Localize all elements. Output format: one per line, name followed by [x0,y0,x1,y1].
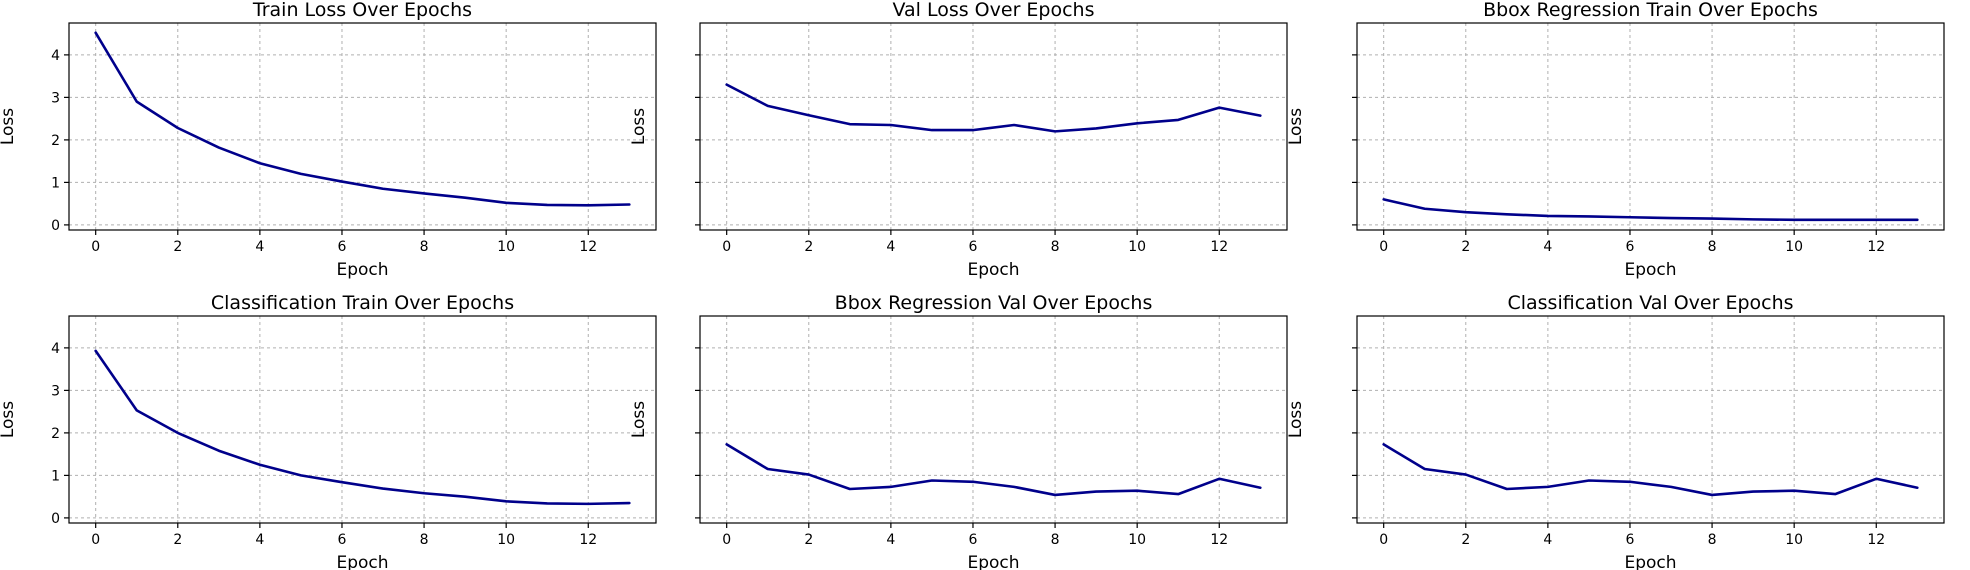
x-tick-label: 2 [1461,532,1470,548]
x-tick-label: 10 [497,239,515,255]
plot-frame [68,22,657,231]
chart-title: Classification Train Over Epochs [211,292,514,314]
y-tick-label: 2 [51,426,60,442]
x-tick-label: 4 [1543,239,1552,255]
y-tick-label: 3 [51,90,60,106]
x-tick-label: 8 [420,532,429,548]
x-tick-label: 0 [722,532,731,548]
x-tick-label: 0 [722,239,731,255]
x-tick-label: 12 [1867,532,1885,548]
x-tick-label: 12 [1867,239,1885,255]
x-tick-label: 10 [1128,239,1146,255]
y-axis-label: Loss [1286,401,1306,438]
x-tick-label: 6 [1626,239,1635,255]
x-tick-label: 10 [1785,532,1803,548]
chart-panel: 0 2 4 6 8 10 12 Bbox Regression Train Over Epoc… [1286,0,1945,280]
chart-title: Classification Val Over Epochs [1507,292,1793,314]
plot-frame [68,315,657,524]
x-tick-label: 4 [255,239,264,255]
x-tick-label: 12 [579,532,597,548]
y-tick-label: 4 [51,341,60,357]
grid-lines [700,316,1287,523]
loss-series-line [94,31,631,207]
grid-lines [700,23,1287,230]
x-axis-label: Epoch [1624,553,1676,570]
grid-lines [1357,23,1944,230]
chart-title: Val Loss Over Epochs [892,0,1094,21]
grid-lines [69,316,656,523]
x-tick-label: 10 [1128,532,1146,548]
plot-frame [1356,315,1945,524]
y-tick-label: 2 [51,133,60,149]
x-tick-label: 2 [1461,239,1470,255]
x-tick-label: 2 [804,532,813,548]
x-tick-label: 12 [1210,532,1228,548]
y-tick-label: 0 [51,511,60,527]
x-axis-label: Epoch [967,553,1019,570]
y-tick-label: 4 [51,48,60,64]
y-tick-label: 1 [51,175,60,191]
x-tick-label: 12 [579,239,597,255]
x-tick-label: 6 [969,532,978,548]
x-tick-label: 12 [1210,239,1228,255]
loss-series-line [725,83,1262,133]
x-axis-label: Epoch [1624,260,1676,280]
x-tick-label: 4 [886,239,895,255]
x-axis-label: Epoch [336,553,388,570]
loss-series-line [1382,443,1919,497]
y-axis-label: Loss [1286,108,1306,145]
x-tick-label: 8 [1708,532,1717,548]
y-tick-label: 0 [51,218,60,234]
x-tick-label: 4 [1543,532,1552,548]
chart-panel: 0 2 4 6 8 10 12 Classification Val Over Epochs E… [1286,292,1945,570]
x-tick-label: 4 [255,532,264,548]
chart-title: Bbox Regression Train Over Epochs [1483,0,1818,21]
x-tick-label: 8 [1708,239,1717,255]
x-tick-label: 10 [497,532,515,548]
x-tick-label: 6 [1626,532,1635,548]
x-tick-label: 8 [420,239,429,255]
chart-title: Bbox Regression Val Over Epochs [835,292,1153,314]
loss-series-line [725,443,1262,497]
y-axis-label: Loss [629,108,649,145]
x-tick-label: 2 [173,532,182,548]
x-tick-label: 0 [91,532,100,548]
chart-title: Train Loss Over Epochs [252,0,472,21]
x-tick-label: 6 [338,239,347,255]
x-axis-label: Epoch [336,260,388,280]
x-tick-label: 6 [338,532,347,548]
x-tick-label: 2 [173,239,182,255]
chart-panel: 0 2 4 6 8 10 12 Bbox Regression Val Over Epochs… [629,292,1288,570]
plot-frame [699,22,1288,231]
x-tick-label: 4 [886,532,895,548]
x-tick-label: 2 [804,239,813,255]
x-axis-label: Epoch [967,260,1019,280]
grid-lines [1357,316,1944,523]
y-tick-label: 3 [51,383,60,399]
grid-lines [69,23,656,230]
x-tick-label: 0 [91,239,100,255]
x-tick-label: 10 [1785,239,1803,255]
x-tick-label: 6 [969,239,978,255]
x-tick-label: 0 [1379,239,1388,255]
x-tick-label: 8 [1051,239,1060,255]
x-tick-label: 0 [1379,532,1388,548]
plot-frame [699,315,1288,524]
y-axis-label: Loss [629,401,649,438]
loss-series-line [94,349,631,506]
x-tick-label: 8 [1051,532,1060,548]
plot-frame [1356,22,1945,231]
y-axis-label: Loss [0,108,18,145]
y-axis-label: Loss [0,401,18,438]
y-tick-label: 1 [51,468,60,484]
chart-panel: 0 2 4 6 8 10 12 Val Loss Over Epochs Epoch Loss [629,0,1288,280]
loss-series-line [1382,198,1919,222]
